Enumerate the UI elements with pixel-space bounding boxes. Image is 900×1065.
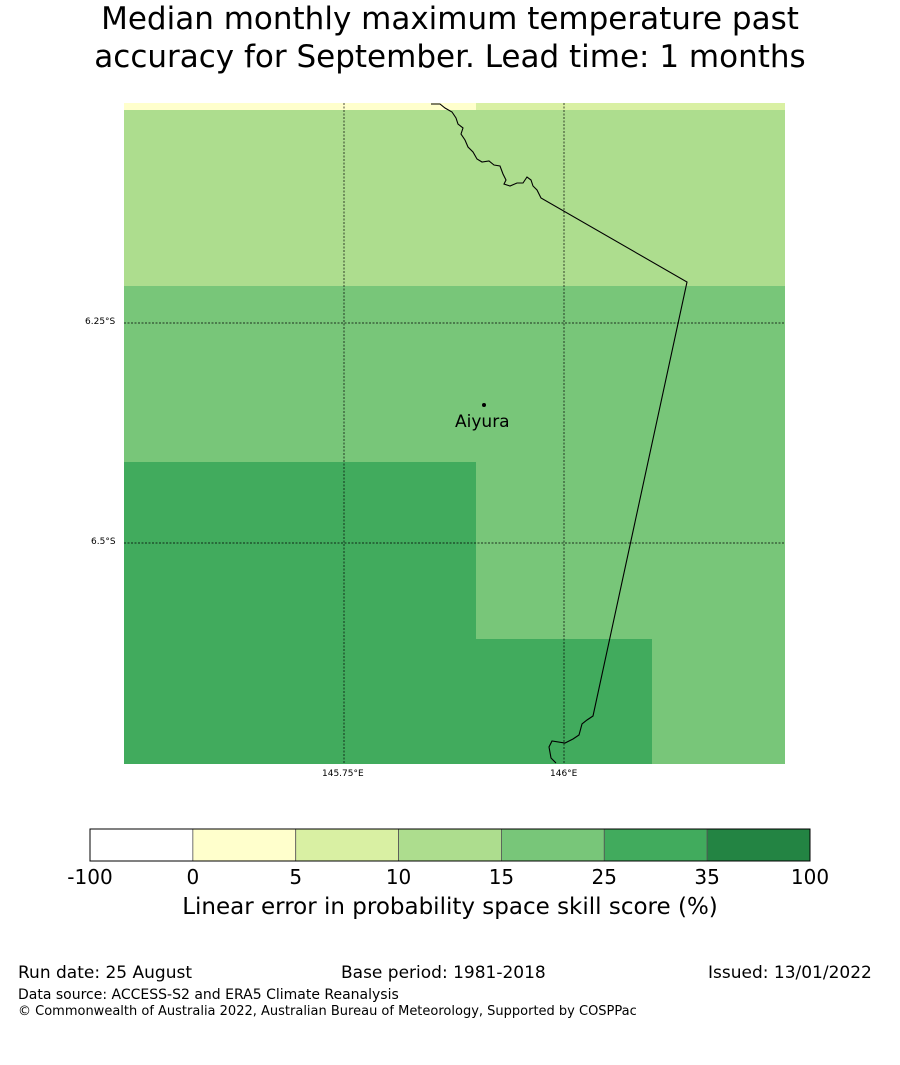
colorbar-segment xyxy=(89,828,194,862)
colorbar-tick-label: 10 xyxy=(385,865,412,889)
colorbar-outline xyxy=(89,828,811,862)
chart-title: Median monthly maximum temperature past … xyxy=(0,0,900,76)
lat-tick-label: 6.25°S xyxy=(85,317,116,327)
grid-cell xyxy=(476,110,785,286)
colorbar-segment xyxy=(295,828,399,862)
lon-tick-label: 146°E xyxy=(550,769,578,779)
colorbar-segment xyxy=(501,828,605,862)
colorbar-segment xyxy=(192,828,297,862)
grid-cell xyxy=(124,639,476,764)
place-marker xyxy=(482,403,486,407)
grid-cell xyxy=(124,462,476,639)
grid-cell xyxy=(124,110,476,286)
colorbar-segments xyxy=(89,828,811,862)
colorbar-tick-label: -100 xyxy=(67,865,113,889)
grid-cell xyxy=(124,103,476,110)
colorbar-tick-label: 15 xyxy=(488,865,515,889)
issued-date: Issued: 13/01/2022 xyxy=(708,963,872,983)
copyright: © Commonwealth of Australia 2022, Austra… xyxy=(18,1004,637,1019)
grid-cell xyxy=(476,103,785,110)
colorbar-tick-label: 35 xyxy=(694,865,720,889)
run-date: Run date: 25 August xyxy=(18,963,192,983)
title-line-1: Median monthly maximum temperature past xyxy=(101,1,799,37)
colorbar-segment xyxy=(706,828,811,862)
colorbar-tick-label: 5 xyxy=(289,865,303,889)
colorbar-segment xyxy=(398,828,502,862)
border-line xyxy=(431,103,688,764)
place-label: Aiyura xyxy=(455,412,510,432)
colorbar-tick-label: 25 xyxy=(591,865,618,889)
colorbar-tick-label: 100 xyxy=(790,865,830,889)
lon-tick-label: 145.75°E xyxy=(322,769,364,779)
title-line-2: accuracy for September. Lead time: 1 mon… xyxy=(94,39,806,75)
lat-tick-label: 6.5°S xyxy=(91,537,116,547)
colorbar-label: Linear error in probability space skill … xyxy=(182,894,718,920)
skill-grid-cells xyxy=(124,103,785,764)
colorbar-segment xyxy=(603,828,708,862)
grid-cell xyxy=(476,462,785,639)
grid-cell xyxy=(476,286,785,462)
base-period: Base period: 1981-2018 xyxy=(341,963,546,983)
colorbar-tick-label: 0 xyxy=(186,865,200,889)
grid-cell xyxy=(652,639,785,764)
data-source: Data source: ACCESS-S2 and ERA5 Climate … xyxy=(18,987,399,1003)
grid-cell xyxy=(124,286,476,462)
